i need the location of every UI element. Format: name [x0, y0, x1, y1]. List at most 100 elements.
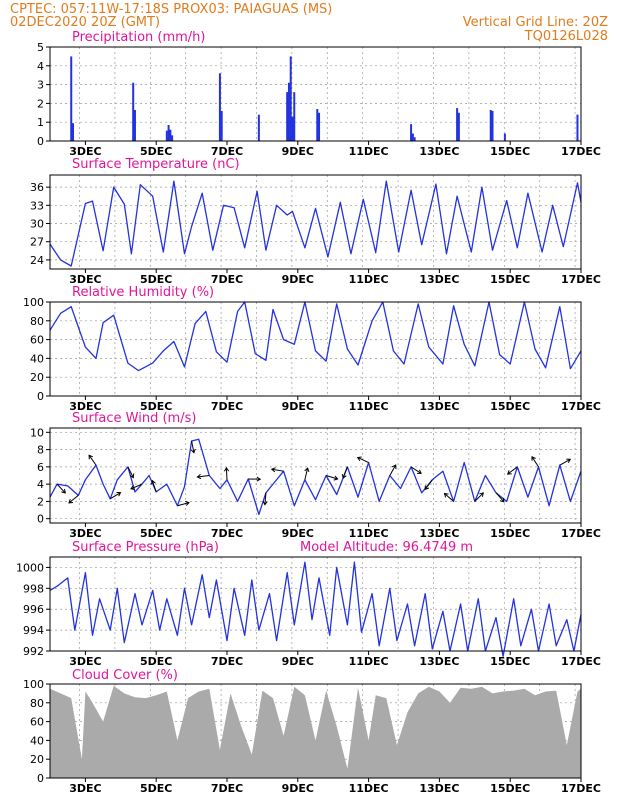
precip-bar	[316, 109, 319, 141]
pres-xtick-label: 3DEC	[69, 655, 101, 668]
precip-bar	[286, 92, 289, 141]
rh-ytick-label: 100	[23, 296, 44, 309]
precip-xtick-label: 3DEC	[69, 145, 101, 158]
pres-frame	[49, 556, 582, 652]
pres-ytick-label: 992	[23, 645, 44, 658]
temp-xtick-label: 3DEC	[69, 273, 101, 286]
temp-ytick-label: 36	[30, 181, 44, 194]
wind-arrowhead	[256, 476, 262, 482]
wind-vector	[130, 483, 143, 490]
header-grid-line: Vertical Grid Line: 20Z	[463, 15, 608, 30]
temp-ytick-label: 24	[30, 254, 44, 267]
wind-vector	[342, 466, 348, 479]
wind-arrowhead	[566, 458, 572, 464]
wind-arrowhead	[196, 474, 202, 480]
wind-vector	[495, 492, 505, 503]
pres-xtick-label: 13DEC	[419, 655, 459, 668]
precip-ytick-label: 0	[37, 135, 44, 148]
temp-xtick-label: 5DEC	[140, 273, 172, 286]
wind-vector	[410, 466, 422, 474]
precip-bar	[218, 73, 221, 141]
wind-vector	[559, 458, 571, 466]
temp-line	[49, 180, 582, 267]
precip-bar	[503, 133, 506, 141]
wind-arrowhead	[499, 497, 505, 503]
rh-xtick-label: 15DEC	[490, 400, 530, 413]
precip-bar	[489, 109, 492, 141]
temp-title: Surface Temperature (nC)	[72, 157, 240, 172]
rh-ytick-label: 60	[30, 334, 44, 347]
cloud-cover-area	[50, 685, 581, 778]
precip-ytick-label: 5	[37, 41, 44, 54]
precip-bar	[457, 112, 460, 141]
wind-vector	[56, 483, 66, 494]
wind-arrowhead	[479, 492, 484, 497]
cloud-xtick-label: 3DEC	[69, 782, 101, 795]
wind-xtick-label: 7DEC	[211, 527, 243, 540]
wind-arrowhead	[262, 500, 268, 506]
model-altitude-label: Model Altitude: 96.4749 m	[300, 540, 473, 555]
precip-xtick-label: 7DEC	[211, 145, 243, 158]
temp-ytick-label: 30	[30, 218, 44, 231]
pres-ytick-label: 1000	[16, 561, 44, 574]
precip-ytick-label: 1	[37, 116, 44, 129]
rh-title: Relative Humidity (%)	[72, 285, 214, 300]
panels: 0 1 2 3 4 5 3DEC 5DEC 7DEC 9DEC 11DEC 13DEC 15DEC 17D…	[16, 41, 601, 795]
cloud-ytick-label: 0	[37, 772, 44, 785]
wind-arrowhead	[424, 485, 429, 491]
wind-vector	[88, 455, 97, 466]
precip-bar	[410, 124, 413, 141]
precip-title: Precipitation (mm/h)	[72, 30, 205, 45]
precip-bar	[411, 133, 414, 141]
precip-bar	[287, 82, 290, 141]
rh-ytick-label: 20	[30, 371, 44, 384]
pres-ytick-label: 994	[23, 624, 44, 637]
precip-bar	[456, 108, 459, 141]
pres-ytick-label: 996	[23, 603, 44, 616]
cloud-xtick-label: 15DEC	[490, 782, 530, 795]
wind-vector	[109, 492, 121, 500]
wind-xtick-label: 15DEC	[490, 527, 530, 540]
wind-vector	[271, 468, 284, 472]
precip-ytick-label: 2	[37, 97, 44, 110]
rh-xtick-label: 13DEC	[419, 400, 459, 413]
wind-arrowhead	[61, 488, 66, 494]
pres-title: Surface Pressure (hPa)	[72, 540, 219, 555]
precip-xtick-label: 9DEC	[282, 145, 314, 158]
precip-bar	[257, 114, 260, 141]
precip-bar	[167, 125, 170, 141]
wind-title: Surface Wind (m/s)	[72, 411, 196, 426]
wind-line	[49, 438, 582, 516]
precip-bar	[491, 110, 494, 141]
cloud-xtick-label: 11DEC	[349, 782, 389, 795]
wind-xtick-label: 11DEC	[349, 527, 389, 540]
wind-arrowhead	[190, 448, 196, 454]
wind-vector	[325, 475, 338, 480]
pres-ytick-label: 998	[23, 582, 44, 595]
wind-xtick-label: 13DEC	[419, 527, 459, 540]
rh-ytick-label: 0	[37, 390, 44, 403]
wind-vector	[127, 466, 134, 478]
rh-ytick-label: 40	[30, 352, 44, 365]
pres-xtick-label: 5DEC	[140, 655, 172, 668]
cloud-xtick-label: 13DEC	[419, 782, 459, 795]
wind-frame	[49, 427, 582, 524]
precip-xtick-label: 15DEC	[490, 145, 530, 158]
wind-arrowhead	[341, 474, 347, 479]
wind-vector	[389, 464, 397, 476]
precip-bar	[171, 135, 174, 141]
wind-vector	[197, 475, 210, 478]
wind-xtick-label: 9DEC	[282, 527, 314, 540]
wind-vector	[474, 492, 484, 502]
wind-arrowhead	[185, 500, 190, 506]
pres-xtick-label: 11DEC	[349, 655, 389, 668]
precip-xtick-label: 5DEC	[140, 145, 172, 158]
pres-xtick-label: 15DEC	[490, 655, 530, 668]
wind-arrowhead	[333, 475, 339, 481]
wind-ytick-label: 10	[30, 426, 44, 439]
cloud-ytick-label: 40	[30, 734, 44, 747]
precip-bar	[293, 92, 296, 141]
temp-frame	[49, 174, 582, 270]
wind-vector	[424, 479, 433, 490]
